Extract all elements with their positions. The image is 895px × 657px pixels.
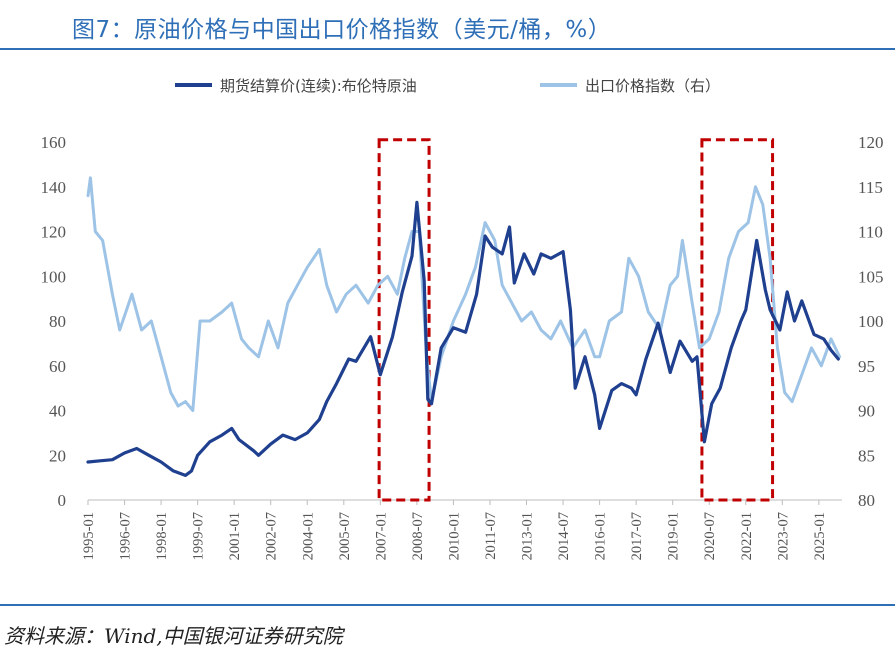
y-left-tick-label: 20 [49, 446, 66, 465]
chart-legend: 期货结算价(连续):布伦特原油 出口价格指数（右） [175, 77, 720, 95]
y-left-tick-label: 80 [49, 312, 66, 331]
legend-label-brent: 期货结算价(连续):布伦特原油 [220, 77, 417, 95]
y-right-tick-label: 115 [858, 178, 883, 197]
x-tick-label: 2016-01 [593, 512, 609, 560]
x-tick-label: 1995-01 [81, 512, 97, 560]
x-tick-label: 2019-01 [666, 512, 682, 560]
x-tick-label: 2007-01 [373, 512, 389, 560]
x-tick-label: 2010-01 [446, 512, 462, 560]
title-divider [0, 48, 895, 50]
x-tick-label: 2002-07 [264, 512, 280, 560]
x-tick-label: 2008-07 [410, 512, 426, 560]
series-line-brent [86, 200, 840, 477]
x-tick-label: 2001-01 [227, 512, 243, 560]
source-note: 资料来源：Wind,中国银河证券研究院 [4, 624, 343, 648]
chart-axes: 0 20 40 60 80 100 120 140 160 80 85 90 95 100 105 110 11… [41, 133, 884, 560]
footer-divider [0, 604, 895, 606]
x-tick-label: 2022-01 [739, 512, 755, 560]
legend-label-export-index: 出口价格指数（右） [585, 77, 720, 95]
x-tick-label: 2011-07 [483, 512, 499, 560]
x-tick-label: 2014-07 [556, 512, 572, 560]
x-tick-label: 2025-01 [812, 512, 828, 560]
x-tick-label: 1998-01 [154, 512, 170, 560]
y-right-tick-label: 100 [858, 312, 884, 331]
x-tick-label: 2017-07 [629, 512, 645, 560]
x-tick-label: 2023-07 [775, 512, 791, 560]
highlight-box-2 [700, 138, 775, 502]
x-tick-label: 2020-07 [702, 512, 718, 560]
y-left-tick-label: 40 [49, 402, 66, 421]
series-lines [86, 176, 842, 477]
y-right-tick-label: 105 [858, 267, 884, 286]
y-left-tick-label: 140 [41, 178, 67, 197]
x-tick-label: 1996-07 [118, 512, 134, 560]
y-left-tick-label: 100 [41, 267, 67, 286]
y-right-tick-label: 95 [858, 357, 875, 376]
y-right-tick-label: 90 [858, 402, 875, 421]
highlight-box-1 [377, 138, 431, 502]
highlight-boxes [377, 138, 775, 502]
y-right-tick-label: 110 [858, 223, 883, 242]
x-tick-label: 1999-07 [191, 512, 207, 560]
series-line-export-index [86, 176, 842, 412]
y-left-tick-label: 0 [58, 491, 67, 510]
y-right-tick-label: 80 [858, 491, 875, 510]
x-tick-label: 2013-01 [520, 512, 536, 560]
y-left-tick-label: 60 [49, 357, 66, 376]
x-tick-label: 2005-07 [337, 512, 353, 560]
y-left-tick-label: 120 [41, 223, 67, 242]
x-tick-label: 2004-01 [300, 512, 316, 560]
chart-title: 图7：原油价格与中国出口价格指数（美元/桶，%） [72, 17, 612, 43]
line-chart: 期货结算价(连续):布伦特原油 出口价格指数（右） 0 20 40 60 80 100 12… [41, 77, 884, 560]
y-right-tick-label: 85 [858, 446, 875, 465]
y-left-tick-label: 160 [41, 133, 67, 152]
y-right-tick-label: 120 [858, 133, 884, 152]
